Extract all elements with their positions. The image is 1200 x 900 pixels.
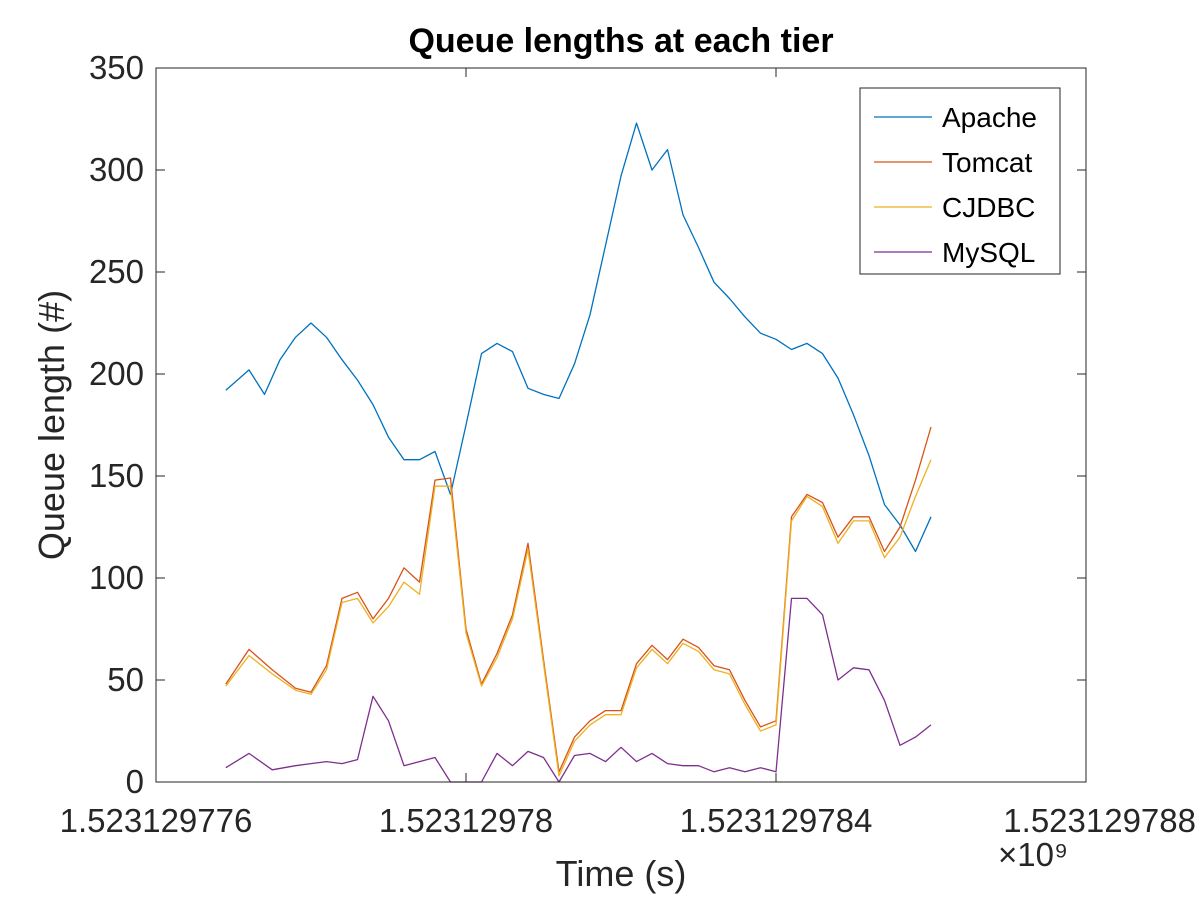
- axis-ticks: 0 50 100 150 200 250 300 350 1.523129776 1.523129…: [60, 49, 1196, 839]
- legend-label: MySQL: [942, 237, 1035, 268]
- series-line-mysql: [225, 597, 932, 783]
- x-axis-label: Time (s): [556, 853, 687, 894]
- y-tick-label: 100: [89, 559, 144, 596]
- y-tick-label: 200: [89, 355, 144, 392]
- series-line-apache: [225, 122, 932, 553]
- x-tick-label: 1.523129788: [1003, 802, 1196, 839]
- legend: Apache Tomcat CJDBC MySQL: [859, 87, 1061, 275]
- legend-label: Apache: [942, 102, 1037, 133]
- x-axis-exponent-label: ×10⁹: [998, 836, 1068, 873]
- legend-box: [859, 87, 1061, 275]
- legend-label: CJDBC: [942, 192, 1035, 223]
- y-tick-label: 350: [89, 49, 144, 86]
- series-line-cjdbc: [225, 459, 932, 777]
- series-lines: [225, 122, 932, 783]
- y-tick-label: 50: [107, 661, 144, 698]
- chart-title: Queue lengths at each tier: [408, 22, 833, 60]
- x-tick-label: 1.523129784: [680, 802, 873, 839]
- y-tick-label: 250: [89, 253, 144, 290]
- y-tick-label: 300: [89, 151, 144, 188]
- y-axis-label: Queue length (#): [31, 290, 72, 560]
- axes-box: [155, 67, 1087, 783]
- x-tick-label: 1.52312978: [379, 802, 553, 839]
- y-tick-label: 0: [126, 763, 144, 800]
- x-tick-label: 1.523129776: [60, 802, 253, 839]
- series-line-tomcat: [225, 426, 932, 773]
- legend-label: Tomcat: [942, 147, 1032, 178]
- y-tick-label: 150: [89, 457, 144, 494]
